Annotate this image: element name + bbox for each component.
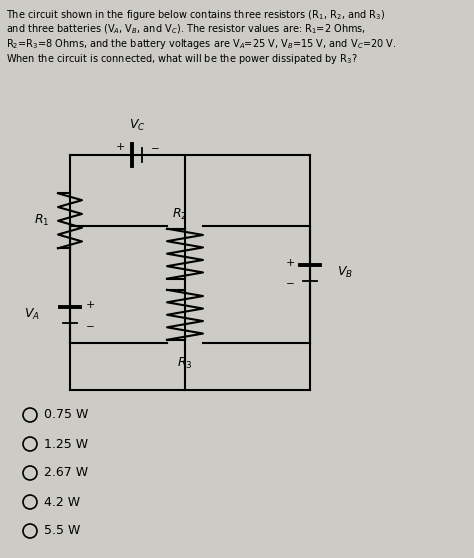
Text: $R_2$: $R_2$ [173,207,188,222]
Text: $-$: $-$ [285,277,295,287]
Text: 1.25 W: 1.25 W [44,437,88,450]
Text: $V_C$: $V_C$ [129,117,146,133]
Text: $V_B$: $V_B$ [337,265,353,280]
Text: $V_A$: $V_A$ [24,307,40,323]
Text: 0.75 W: 0.75 W [44,408,88,421]
Text: +: + [285,257,295,267]
Text: +: + [116,142,125,152]
Text: and three batteries (V$_A$, V$_B$, and V$_C$). The resistor values are: R$_1$=2 : and three batteries (V$_A$, V$_B$, and V… [6,22,366,36]
Text: 4.2 W: 4.2 W [44,496,80,508]
Text: $-$: $-$ [85,320,95,330]
Text: 5.5 W: 5.5 W [44,525,81,537]
Text: The circuit shown in the figure below contains three resistors (R$_1$, R$_2$, an: The circuit shown in the figure below co… [6,8,385,22]
Text: 2.67 W: 2.67 W [44,466,88,479]
Text: $R_3$: $R_3$ [177,356,193,371]
Text: $R_1$: $R_1$ [34,213,50,228]
Text: $-$: $-$ [150,142,159,152]
Text: R$_2$=R$_3$=8 Ohms, and the battery voltages are V$_A$=25 V, V$_B$=15 V, and V$_: R$_2$=R$_3$=8 Ohms, and the battery volt… [6,37,396,51]
Text: When the circuit is connected, what will be the power dissipated by R$_3$?: When the circuit is connected, what will… [6,51,357,65]
Text: +: + [85,300,95,310]
